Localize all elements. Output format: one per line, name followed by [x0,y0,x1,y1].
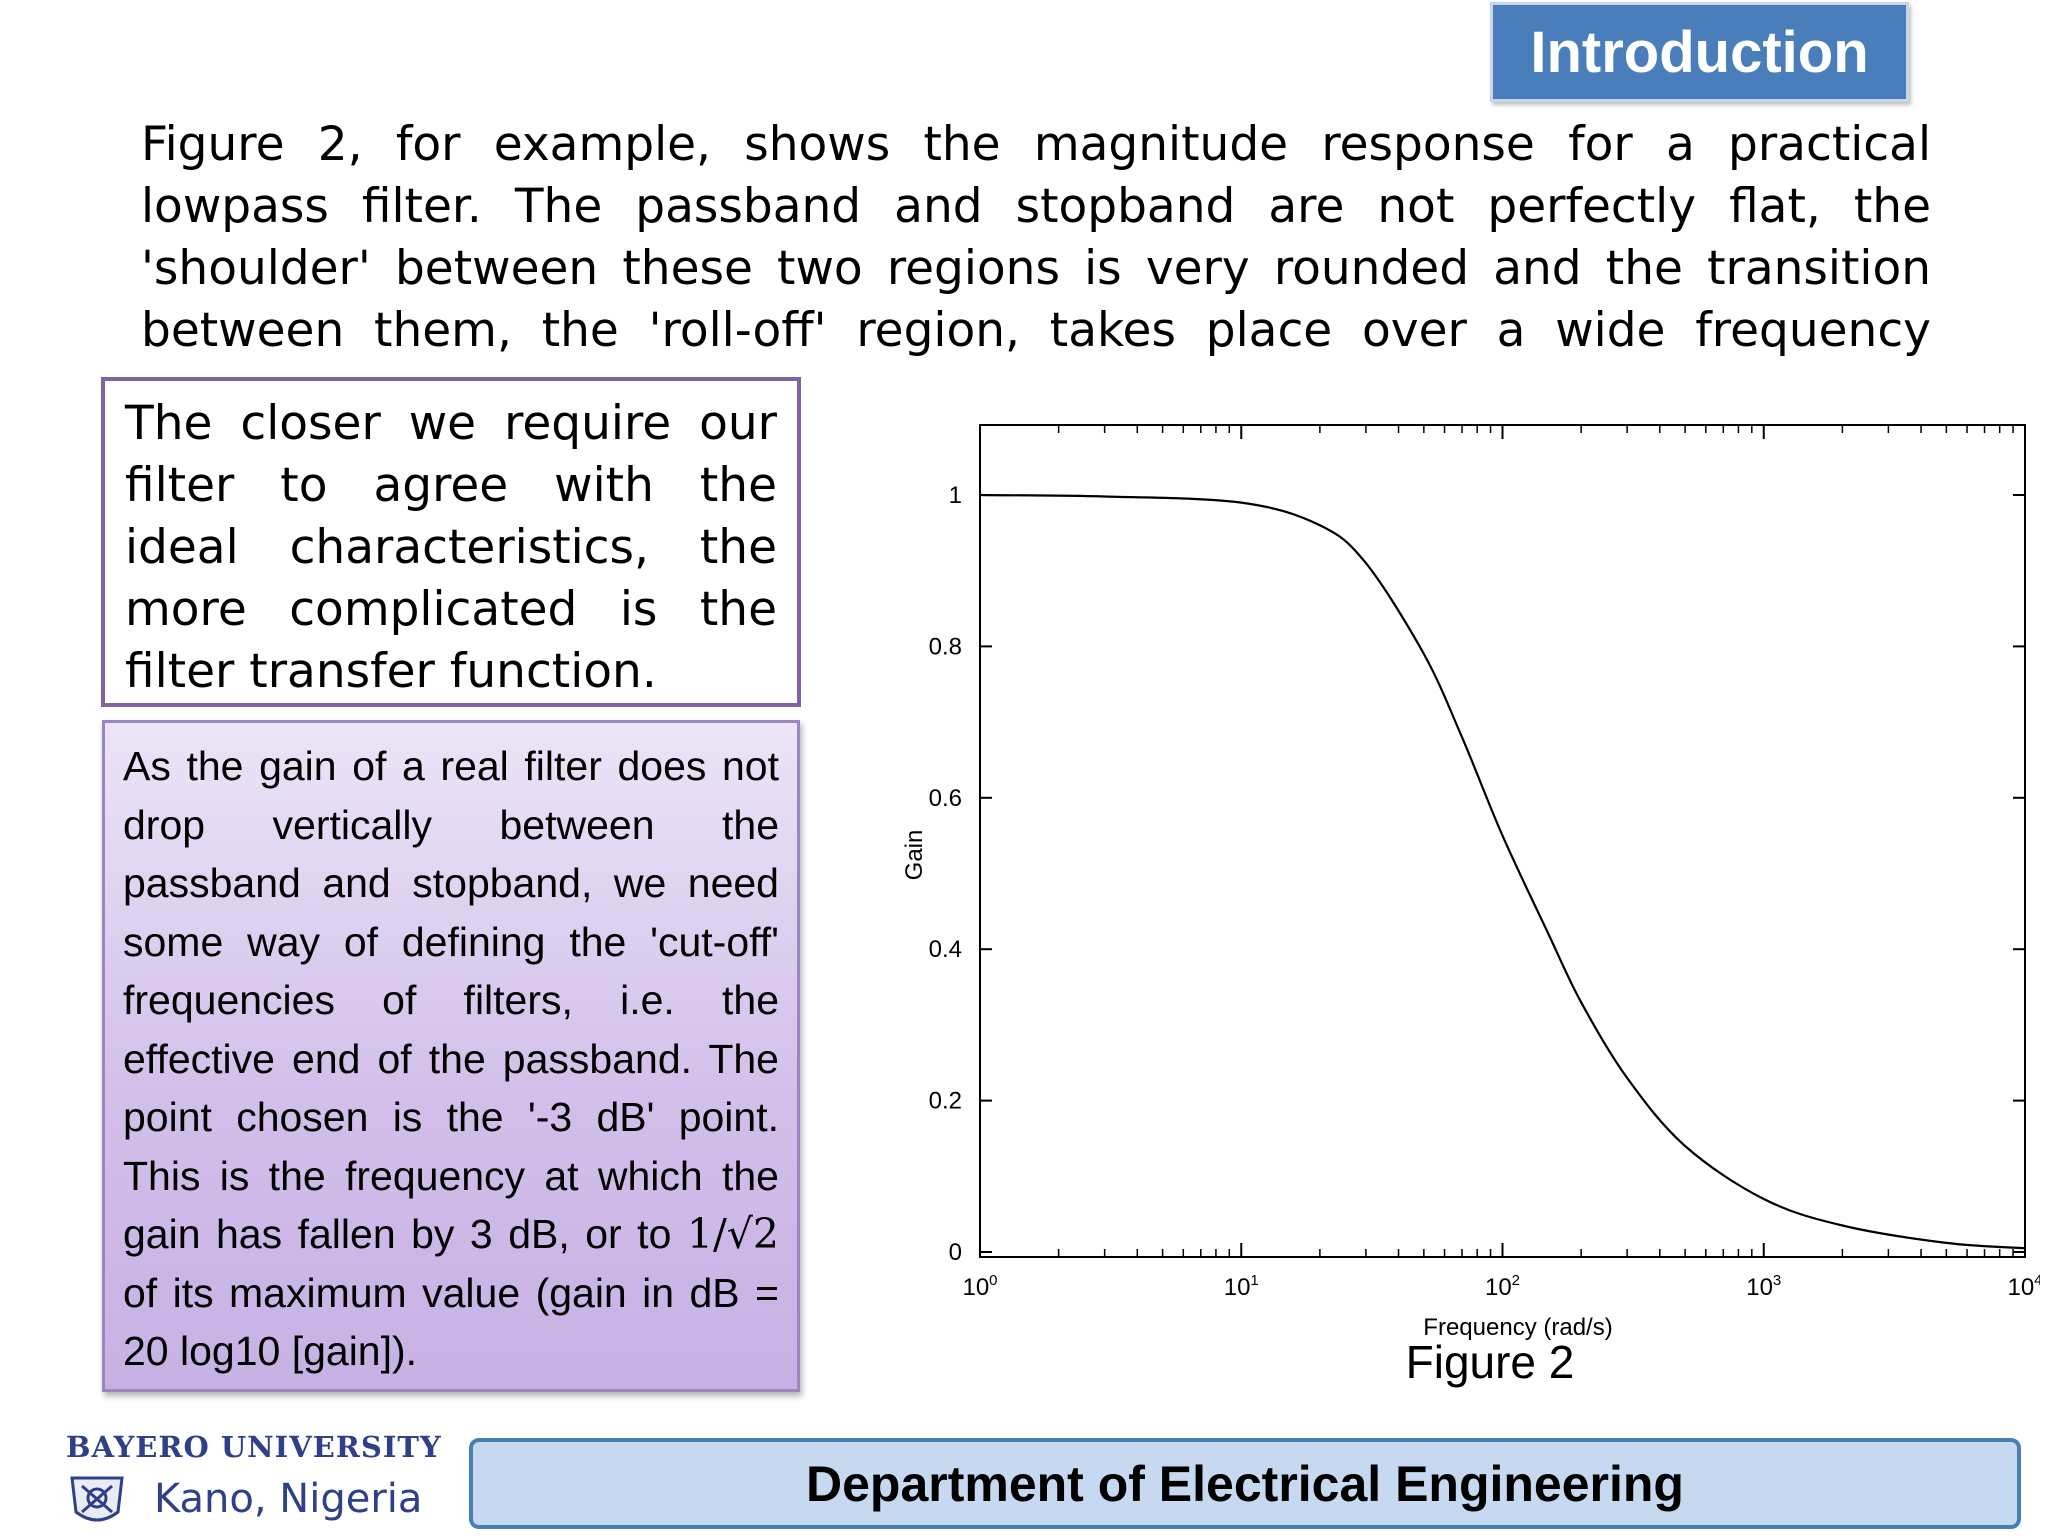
x-axis-label: Frequency (rad/s) [1423,1314,1612,1341]
cutoff-math: 1/√2 [686,1210,779,1258]
gain-chart-svg: 100 101 102 103 104 0 0.2 0.4 0.6 0.8 1 Frequency… [901,424,2040,1341]
x-tick-label: 100 [962,1272,997,1301]
callout-box-cutoff: As the gain of a real filter does not dr… [102,720,800,1392]
y-axis-label: Gain [901,830,928,881]
y-tick-label: 0.2 [929,1088,962,1115]
cutoff-text-part1: As the gain of a real filter does not dr… [123,743,779,1257]
university-name: BAYERO UNIVERSITY [66,1430,442,1464]
y-tick-label: 0.4 [929,936,962,963]
intro-paragraph: Figure 2, for example, shows the magnitu… [141,117,1931,358]
x-ticks: 100 101 102 103 104 [962,425,2040,1301]
university-location: Kano, Nigeria [154,1476,423,1522]
gain-curve [979,493,2026,1250]
y-tick-label: 0 [949,1239,962,1266]
callout-box-cutoff-text: As the gain of a real filter does not dr… [123,737,779,1381]
y-ticks: 0 0.2 0.4 0.6 0.8 1 [929,482,2025,1266]
university-logo: BAYERO UNIVERSITY Kano, Nigeria [62,1430,462,1530]
cutoff-text-part2: of its maximum value (gain in dB = 20 lo… [123,1269,779,1375]
x-tick-label: 104 [2007,1272,2040,1301]
plot-frame [979,424,2026,1258]
slide-title: Introduction [1530,19,1869,85]
slide-title-box: Introduction [1490,2,1909,102]
x-tick-label: 101 [1224,1272,1259,1301]
callout-box-requirements: The closer we require our filter to agre… [101,377,801,707]
figure-caption: Figure 2 [1405,1336,1575,1388]
university-emblem-icon [70,1476,124,1522]
department-name: Department of Electrical Engineering [806,1455,1684,1512]
y-tick-label: 0.8 [929,633,962,660]
y-tick-label: 0.6 [929,785,962,812]
footer-department-bar: Department of Electrical Engineering [469,1438,2021,1529]
gain-chart: 100 101 102 103 104 0 0.2 0.4 0.6 0.8 1 Frequency… [880,395,2040,1345]
callout-box-requirements-text: The closer we require our filter to agre… [125,396,777,699]
x-tick-label: 102 [1485,1272,1520,1301]
y-tick-label: 1 [949,482,962,509]
x-tick-label: 103 [1746,1272,1781,1301]
